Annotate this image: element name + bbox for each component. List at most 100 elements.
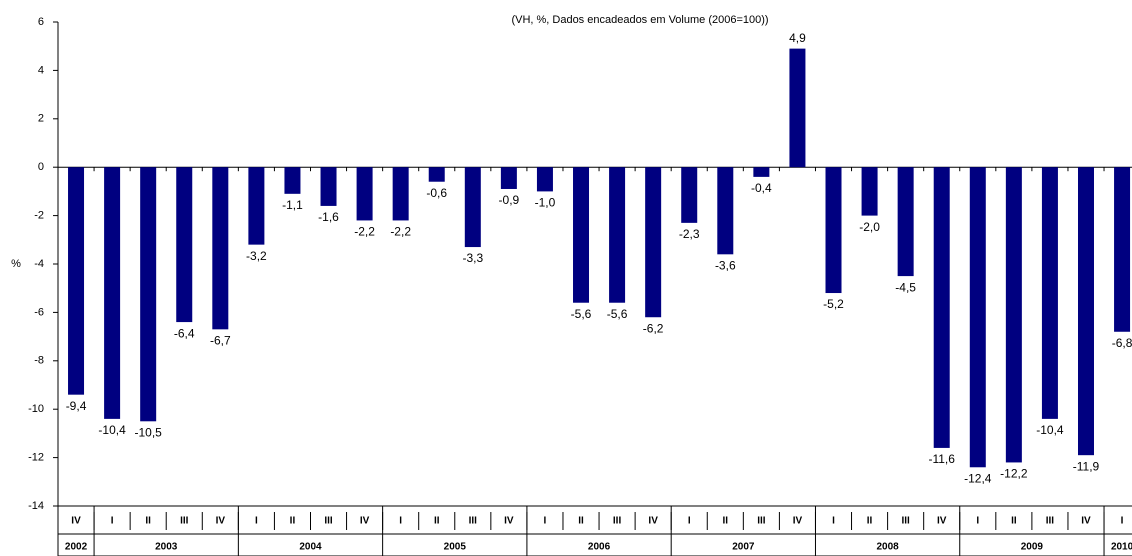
value-label: -0,9 <box>499 193 520 207</box>
bar <box>861 167 878 216</box>
y-tick-label: -14 <box>28 500 44 512</box>
quarter-label: IV <box>937 516 947 527</box>
quarter-label: IV <box>648 516 658 527</box>
value-label: -9,4 <box>66 399 87 413</box>
bar <box>573 167 590 303</box>
quarter-label: II <box>145 516 151 527</box>
bar <box>825 167 842 294</box>
value-label: -3,2 <box>246 249 267 263</box>
value-label: 4,9 <box>789 31 806 45</box>
bar <box>500 167 517 189</box>
year-label: 2003 <box>155 542 178 553</box>
year-label: 2010 <box>1111 542 1132 553</box>
value-label: -3,3 <box>462 251 483 265</box>
bar <box>248 167 265 245</box>
value-label: -0,4 <box>751 181 772 195</box>
y-tick-label: -10 <box>28 403 44 415</box>
bar <box>609 167 626 303</box>
bar <box>1041 167 1058 419</box>
quarter-label: IV <box>216 516 226 527</box>
bar <box>68 167 85 395</box>
quarter-label: I <box>976 516 979 527</box>
quarter-label: IV <box>71 516 81 527</box>
value-label: -12,4 <box>964 471 992 485</box>
quarter-label: II <box>867 516 873 527</box>
bar <box>717 167 734 255</box>
y-tick-label: -12 <box>28 452 44 464</box>
y-tick-label: -2 <box>34 210 44 222</box>
bar <box>897 167 914 277</box>
bar <box>789 48 806 168</box>
quarter-label: IV <box>793 516 803 527</box>
quarter-label: IV <box>360 516 370 527</box>
value-label: -11,6 <box>928 452 955 466</box>
bar <box>320 167 337 206</box>
quarter-label: I <box>688 516 691 527</box>
bar <box>536 167 553 192</box>
bar <box>392 167 409 221</box>
bar <box>969 167 986 468</box>
quarter-label: II <box>434 516 440 527</box>
value-label: -1,6 <box>318 210 339 224</box>
value-label: -10,4 <box>98 423 126 437</box>
value-label: -2,2 <box>390 225 411 239</box>
value-label: -2,0 <box>859 220 880 234</box>
y-tick-label: 4 <box>38 64 44 76</box>
y-tick-label: 6 <box>38 16 44 28</box>
bar <box>933 167 950 448</box>
bar <box>176 167 193 323</box>
quarter-label: III <box>180 516 189 527</box>
value-label: -1,0 <box>535 196 556 210</box>
bar <box>356 167 373 221</box>
value-label: -10,5 <box>134 425 162 439</box>
quarter-label: IV <box>504 516 514 527</box>
bar <box>104 167 121 419</box>
year-label: 2002 <box>65 542 88 553</box>
bar <box>681 167 698 223</box>
quarter-label: II <box>290 516 296 527</box>
bar <box>1114 167 1131 332</box>
bar <box>464 167 481 248</box>
value-label: -1,1 <box>282 198 303 212</box>
bar <box>140 167 157 422</box>
quarter-label: I <box>111 516 114 527</box>
chart-title: (VH, %, Dados encadeados em Volume (2006… <box>511 14 768 26</box>
year-label: 2009 <box>1021 542 1044 553</box>
quarter-label: III <box>901 516 910 527</box>
year-label: 2006 <box>588 542 611 553</box>
value-label: -2,2 <box>354 225 375 239</box>
value-label: -6,2 <box>643 321 664 335</box>
value-label: -2,3 <box>679 227 700 241</box>
year-label: 2008 <box>876 542 899 553</box>
quarter-label: I <box>255 516 258 527</box>
bar <box>645 167 662 318</box>
value-label: -5,6 <box>571 307 592 321</box>
bar <box>212 167 229 330</box>
year-label: 2005 <box>444 542 467 553</box>
year-label: 2004 <box>299 542 322 553</box>
quarter-label: III <box>324 516 333 527</box>
value-label: -11,9 <box>1073 459 1100 473</box>
quarter-label: I <box>544 516 547 527</box>
bar <box>1077 167 1094 456</box>
quarter-label: II <box>1011 516 1017 527</box>
quarter-label: I <box>1121 516 1124 527</box>
value-label: -6,8 <box>1112 336 1132 350</box>
quarter-label: III <box>757 516 766 527</box>
value-label: -5,6 <box>607 307 628 321</box>
y-tick-label: 0 <box>38 161 44 173</box>
y-tick-label: -6 <box>34 306 44 318</box>
bar <box>428 167 445 182</box>
quarter-label: IV <box>1081 516 1091 527</box>
quarter-label: III <box>1046 516 1055 527</box>
bar <box>1005 167 1022 463</box>
quarter-label: II <box>723 516 729 527</box>
bar <box>753 167 770 177</box>
year-label: 2007 <box>732 542 755 553</box>
value-label: -0,6 <box>426 186 447 200</box>
value-label: -5,2 <box>823 297 844 311</box>
value-label: -6,4 <box>174 326 195 340</box>
bar <box>284 167 301 194</box>
quarter-label: III <box>469 516 478 527</box>
